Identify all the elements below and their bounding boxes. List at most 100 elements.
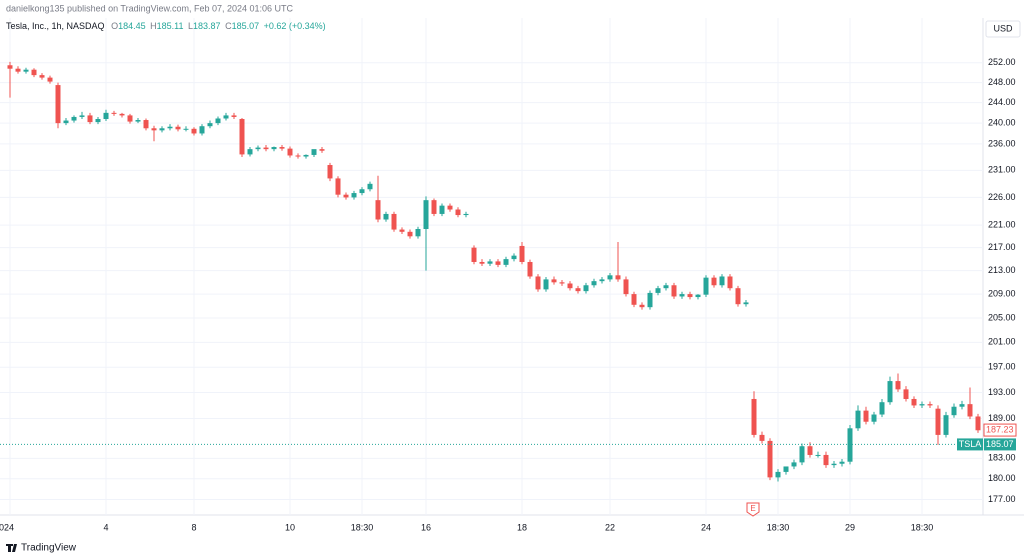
x-tick-label: 8 <box>191 522 196 532</box>
candle-body <box>31 69 37 76</box>
y-tick-label: 180.00 <box>988 473 1016 483</box>
earnings-label[interactable]: E <box>750 504 755 513</box>
symbol-name: TSLA <box>959 439 982 449</box>
candle-body <box>367 183 373 190</box>
tv-logo <box>6 544 17 552</box>
candle-body <box>687 294 693 298</box>
legend-h-label: H <box>150 21 157 31</box>
candle-body <box>711 277 717 286</box>
y-tick-label: 201.00 <box>988 337 1016 347</box>
candle-body <box>919 404 925 406</box>
candle-body <box>231 115 237 117</box>
candle-body <box>247 149 253 155</box>
candle-body <box>111 112 117 114</box>
candle-body <box>775 471 781 478</box>
currency-button[interactable] <box>985 20 1021 38</box>
candle-body <box>79 115 85 117</box>
candle-body <box>927 404 933 406</box>
candle-body <box>791 462 797 467</box>
candle-body <box>847 428 853 462</box>
legend-c-label: C <box>225 21 232 31</box>
candle-body <box>271 147 277 150</box>
x-tick-label: 29 <box>845 522 855 532</box>
candle-body <box>47 77 53 82</box>
candle-body <box>399 229 405 232</box>
currency[interactable]: USD <box>993 23 1013 33</box>
y-tick-label: 197.00 <box>988 362 1016 372</box>
candle-body <box>295 155 301 157</box>
candle-body <box>695 294 701 298</box>
candle-body <box>415 228 421 237</box>
price-tag-label: 187.23 <box>986 424 1014 434</box>
candle-body <box>551 279 557 283</box>
plot <box>0 61 983 482</box>
candle-body <box>943 415 949 435</box>
candle-body <box>39 75 45 78</box>
candle-body <box>663 285 669 289</box>
candle-body <box>767 440 773 478</box>
y-tick-label: 231.00 <box>988 165 1016 175</box>
candle-body <box>863 410 869 422</box>
candle-body <box>799 446 805 463</box>
candle-body <box>239 119 245 155</box>
candle-body <box>311 149 317 155</box>
candle-body <box>639 304 645 308</box>
legend-o-label: O <box>111 21 118 31</box>
candle-body <box>759 434 765 441</box>
candle-body <box>287 148 293 156</box>
candle-body <box>407 231 413 237</box>
candle-body <box>63 120 69 124</box>
candle-body <box>327 165 333 179</box>
price-tag-label: 185.07 <box>986 439 1014 449</box>
candle-body <box>255 147 261 150</box>
x-tick-label: 18 <box>517 522 527 532</box>
y-tick-label: 209.00 <box>988 288 1016 298</box>
x-tick-label: 18:30 <box>911 522 934 532</box>
y-tick-label: 177.00 <box>988 494 1016 504</box>
candle-body <box>631 294 637 305</box>
candle-body <box>335 178 341 195</box>
candle-body <box>279 147 285 149</box>
legend-change: +0.62 <box>264 21 287 31</box>
earnings-marker[interactable] <box>746 502 760 517</box>
y-tick-label: 213.00 <box>988 265 1016 275</box>
candle-body <box>519 245 525 262</box>
candle-body <box>455 209 461 216</box>
candle-body <box>319 149 325 151</box>
legend-l-label: L <box>188 21 193 31</box>
candle-body <box>343 194 349 198</box>
legend-o: 184.45 <box>118 21 146 31</box>
y-tick-label: 240.00 <box>988 117 1016 127</box>
y-tick-label: 248.00 <box>988 77 1016 87</box>
candle-body <box>487 261 493 264</box>
candle-body <box>223 115 229 119</box>
candle-body <box>351 193 357 198</box>
candle-body <box>911 398 917 406</box>
y-tick-label: 221.00 <box>988 219 1016 229</box>
candle-body <box>975 416 981 431</box>
x-tick-label: 10 <box>285 522 295 532</box>
candle-body <box>807 446 813 455</box>
x-tick-label: 24 <box>701 522 711 532</box>
x-tick-label: 16 <box>421 522 431 532</box>
footer: TradingView <box>21 543 77 554</box>
candle-body <box>575 288 581 292</box>
candle-body <box>607 275 613 280</box>
y-tick-label: 217.00 <box>988 242 1016 252</box>
candle-body <box>567 283 573 289</box>
candle-body <box>871 414 877 422</box>
candle-body <box>143 120 149 129</box>
candle-body <box>903 389 909 399</box>
candle-body <box>583 285 589 292</box>
candle-body <box>215 118 221 124</box>
candle-body <box>7 65 13 69</box>
candle-body <box>303 154 309 157</box>
candle-body <box>503 259 509 265</box>
candle-body <box>671 285 677 297</box>
candle-body <box>23 69 29 72</box>
candle-body <box>479 261 485 264</box>
candle-body <box>839 461 845 464</box>
y-tick-label: 244.00 <box>988 97 1016 107</box>
